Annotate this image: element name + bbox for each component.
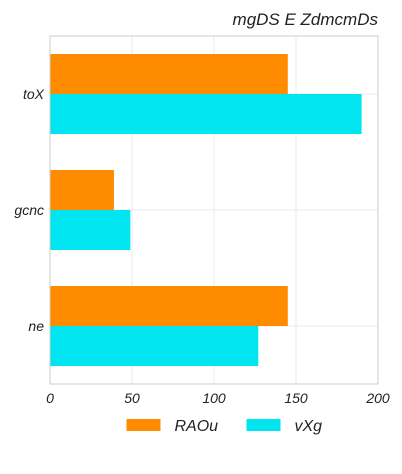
legend-label-RAOu: RAOu — [175, 418, 219, 435]
x-tick-label: 50 — [124, 390, 140, 406]
legend-swatch-vXg — [246, 419, 281, 431]
x-tick-label: 100 — [202, 390, 226, 406]
bar-vXg-ne — [50, 326, 259, 366]
x-tick-label: 150 — [284, 390, 308, 406]
chart-title: mgDS E ZdmcmDs — [233, 10, 379, 29]
legend-swatch-RAOu — [126, 419, 161, 431]
legend-label-vXg: vXg — [295, 418, 323, 435]
bar-RAOu-ne — [50, 286, 288, 326]
bar-RAOu-gcnc — [50, 170, 114, 210]
bar-RAOu-toX — [50, 54, 288, 94]
legend: RAOu vXg — [126, 418, 323, 435]
tick-labels: 0 50 100 150 200 toX gcnc ne — [14, 86, 389, 406]
plot-frame — [49, 35, 379, 385]
bar-vXg-gcnc — [50, 210, 131, 250]
y-tick-label: toX — [23, 86, 45, 102]
x-tick-label: 200 — [365, 390, 390, 406]
y-tick-label: gcnc — [14, 202, 44, 218]
x-tick-label: 0 — [46, 390, 54, 406]
y-tick-label: ne — [28, 318, 44, 334]
bars — [50, 54, 362, 366]
bar-vXg-toX — [50, 94, 362, 134]
